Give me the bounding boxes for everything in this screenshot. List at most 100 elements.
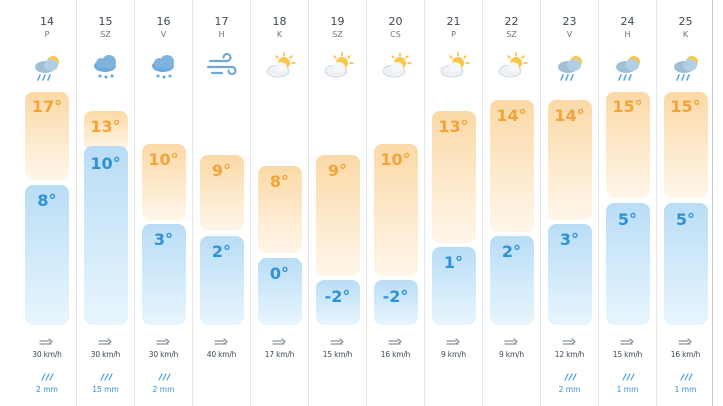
precipitation-icon <box>680 373 693 381</box>
wind-direction-icon <box>98 338 112 345</box>
low-temp: 2° <box>211 242 232 261</box>
day-column[interactable]: 14 P 17° 8° 30 km/h 2 mm <box>18 0 76 406</box>
wind-direction-icon <box>562 338 576 345</box>
high-temp: 9° <box>211 161 232 180</box>
wind-direction-icon <box>388 338 402 345</box>
day-number: 25 <box>678 15 693 28</box>
day-column[interactable]: 16 V 10° 3° 30 km/h 2 mm <box>134 0 192 406</box>
weekday-abbr: H <box>624 30 631 39</box>
day-column[interactable]: 19 SZ 9° -2° 15 km/h <box>308 0 366 406</box>
wind-direction-icon <box>446 338 460 345</box>
weekday-abbr: CS <box>390 30 401 39</box>
day-column[interactable]: 23 V 14° 3° 12 km/h 2 mm <box>540 0 598 406</box>
wind-direction-icon <box>330 338 344 345</box>
high-temp: 10° <box>380 150 411 169</box>
weekday-abbr: P <box>451 30 456 39</box>
partly-cloudy-icon <box>498 52 528 78</box>
low-temp: -2° <box>324 287 351 306</box>
weekday-abbr: K <box>276 30 283 39</box>
day-column[interactable]: 22 SZ 14° 2° 9 km/h <box>482 0 540 406</box>
day-number: 15 <box>98 15 113 28</box>
low-temp-bar <box>316 280 360 325</box>
partly-cloudy-icon <box>440 52 470 78</box>
precipitation-amount: 2 mm <box>36 385 58 394</box>
wind-direction-icon <box>39 338 53 345</box>
wind-speed: 30 km/h <box>32 350 62 359</box>
wind-direction-icon <box>678 338 692 345</box>
precipitation-amount: 1 mm <box>674 385 697 394</box>
precipitation-amount: 2 mm <box>152 385 175 394</box>
low-temp-bar <box>142 224 186 325</box>
wind-direction-icon <box>156 338 170 345</box>
high-temp-bar <box>200 155 244 231</box>
high-temp-bar <box>490 100 534 232</box>
high-temp: 10° <box>148 150 179 169</box>
day-column[interactable]: 20 CS 10° -2° 16 km/h <box>366 0 424 406</box>
precipitation-amount: 1 mm <box>616 385 639 394</box>
high-temp-bar <box>432 111 476 243</box>
precipitation-icon <box>622 373 635 381</box>
low-temp: 5° <box>675 210 696 229</box>
precipitation-amount: 15 mm <box>92 385 119 394</box>
partly-cloudy-icon <box>324 52 354 78</box>
precipitation-amount: 2 mm <box>558 385 581 394</box>
day-column[interactable]: 24 H 15° 5° 15 km/h 1 mm <box>598 0 656 406</box>
high-temp: 13° <box>438 117 469 136</box>
day-column[interactable]: 17 H 9° 2° 40 km/h <box>192 0 250 406</box>
day-number: 14 <box>40 15 54 28</box>
day-number: 17 <box>214 15 229 28</box>
partly-cloudy-icon <box>266 52 296 78</box>
partly-cloudy-icon <box>382 52 412 78</box>
wind-icon <box>206 52 237 76</box>
low-temp: 0° <box>269 264 290 283</box>
low-temp: 8° <box>37 191 57 210</box>
high-temp-bar <box>548 100 592 220</box>
weekday-abbr: P <box>44 30 50 39</box>
weekday-abbr: V <box>160 30 167 39</box>
wind-direction-icon <box>272 338 286 345</box>
high-temp: 9° <box>327 161 348 180</box>
day-column[interactable]: 18 K 8° 0° 17 km/h <box>250 0 308 406</box>
high-temp-bar <box>84 111 128 151</box>
weekday-abbr: K <box>682 30 689 39</box>
day-column[interactable]: 15 SZ 13° 10° 30 km/h 15 mm <box>76 0 134 406</box>
precipitation-icon <box>100 373 113 381</box>
day-number: 21 <box>446 15 461 28</box>
wind-speed: 12 km/h <box>554 350 585 359</box>
low-temp-bar <box>374 280 418 325</box>
low-temp-bar <box>548 224 592 325</box>
high-temp: 14° <box>496 106 527 125</box>
low-temp-bar <box>606 203 650 325</box>
rain-sun-icon <box>35 56 59 81</box>
low-temp: 3° <box>559 230 580 249</box>
weekday-abbr: SZ <box>100 30 111 39</box>
day-column[interactable]: 25 K 15° 5° 16 km/h 1 mm <box>656 0 714 406</box>
low-temp: 1° <box>443 253 464 272</box>
weekday-abbr: H <box>218 30 225 39</box>
high-temp: 14° <box>554 106 585 125</box>
high-temp-bar <box>25 92 69 180</box>
wind-speed: 9 km/h <box>441 350 466 359</box>
weekday-abbr: SZ <box>506 30 517 39</box>
low-temp: 3° <box>153 230 174 249</box>
wind-speed: 16 km/h <box>380 350 411 359</box>
low-temp: -2° <box>382 287 409 306</box>
precipitation-icon <box>41 373 54 381</box>
rain-cloud-icon <box>94 55 116 79</box>
high-temp-bar <box>258 166 302 253</box>
weekday-abbr: SZ <box>332 30 343 39</box>
precipitation-icon <box>564 373 577 381</box>
low-temp: 10° <box>90 154 121 173</box>
low-temp-bar <box>490 236 534 325</box>
high-temp-bar <box>142 144 186 220</box>
wind-speed: 40 km/h <box>206 350 237 359</box>
high-temp-bar <box>374 144 418 276</box>
high-temp: 15° <box>612 97 643 116</box>
day-number: 18 <box>272 15 287 28</box>
weekday-abbr: V <box>566 30 573 39</box>
day-column[interactable]: 21 P 13° 1° 9 km/h <box>424 0 482 406</box>
high-temp: 13° <box>90 117 121 136</box>
rain-sun-icon <box>558 56 582 81</box>
wind-speed: 16 km/h <box>670 350 701 359</box>
low-temp-bar <box>84 146 128 325</box>
